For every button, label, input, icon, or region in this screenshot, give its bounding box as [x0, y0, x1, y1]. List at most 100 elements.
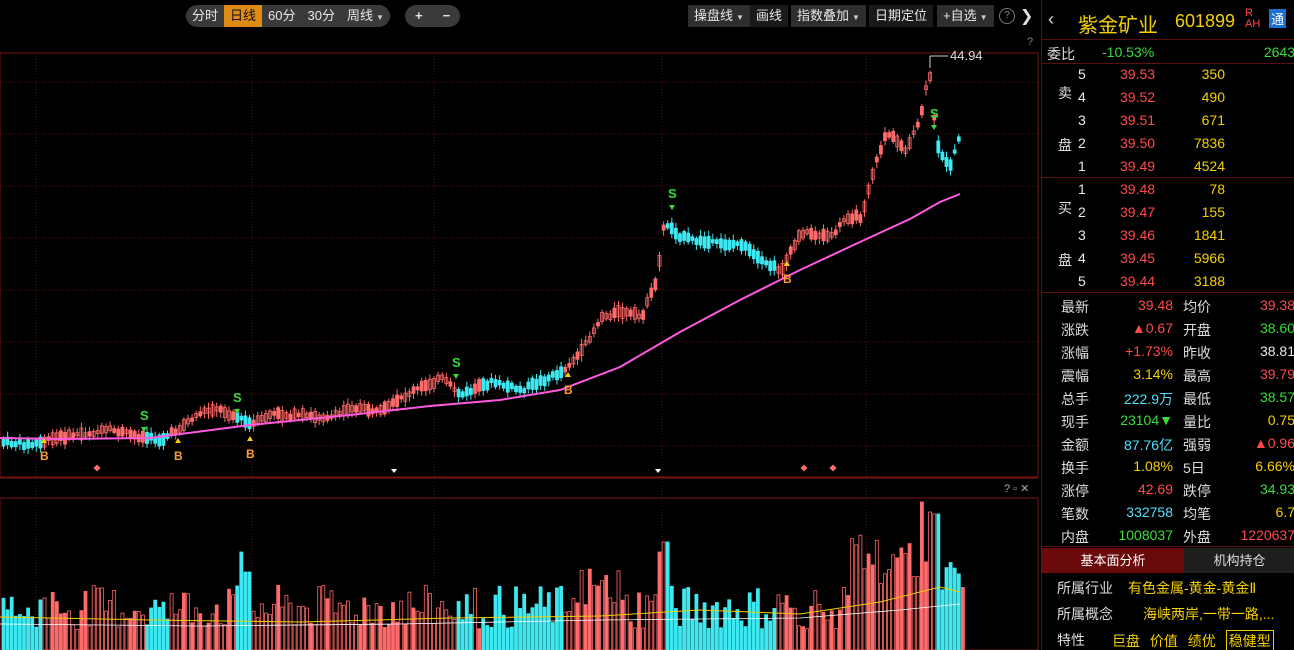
help-icon[interactable]: ? [999, 8, 1015, 24]
sell-order-row[interactable]: 5 39.53 350 [1042, 66, 1294, 86]
candle [534, 378, 539, 390]
candle [612, 307, 617, 319]
feature-tag[interactable]: 稳健型 [1225, 630, 1274, 650]
chart-toolbar: 分时 日线 60分 30分 周线 ▼ + − 操盘线 ▼ 画线 指数叠加 ▼ 日期定位… [0, 0, 1040, 32]
volume-bar [202, 625, 207, 650]
date-locate-button[interactable]: 日期定位 [869, 5, 934, 27]
tab-30min[interactable]: 30分 [307, 8, 335, 23]
feature-tag[interactable]: 绩优 [1187, 633, 1216, 649]
candle [26, 438, 31, 449]
buy-order-row[interactable]: 1 39.48 78 [1042, 181, 1294, 201]
candle [899, 140, 904, 152]
zoom-out-button[interactable]: − [442, 8, 451, 23]
feature-tag[interactable]: 巨盘 [1112, 633, 1140, 649]
candle [633, 307, 637, 320]
candle [108, 425, 112, 431]
tab-fundamental[interactable]: 基本面分析 [1042, 548, 1184, 573]
chevron-left-icon[interactable]: ‹ [1048, 9, 1054, 29]
buy-signal: B [564, 383, 573, 397]
badge-tong[interactable]: 通 [1269, 9, 1287, 28]
volume-bar [838, 609, 842, 650]
volume-bar [563, 611, 568, 650]
volume-bar [247, 571, 252, 650]
buy-order-row[interactable]: 4 39.45 5966 [1042, 250, 1294, 270]
industry-label: 所属行业 [1057, 580, 1113, 596]
quote-label: 现手 [1061, 414, 1089, 430]
draw-line-button[interactable]: 画线 [750, 5, 789, 27]
zoom-in-button[interactable]: + [415, 8, 423, 23]
quote-row: 涨幅 +1.73% 昨收 38.81 [1042, 343, 1294, 363]
tab-60min[interactable]: 60分 [268, 8, 296, 23]
price-panel-frame [0, 52, 1039, 478]
candle [604, 313, 609, 320]
candle [924, 85, 928, 91]
volume-bar [473, 587, 477, 650]
trade-line-button[interactable]: 操盘线 ▼ [688, 5, 750, 27]
volume-bar [440, 600, 445, 650]
candle [509, 382, 514, 390]
volume-bar [805, 628, 809, 650]
candle [268, 410, 272, 419]
tab-weekly[interactable]: 周线 ▼ [341, 5, 390, 27]
buy-order-row[interactable]: 5 39.44 3188 [1042, 273, 1294, 293]
help-icon: ? [1027, 36, 1033, 48]
volume-bar [194, 607, 199, 650]
volume-bar [13, 615, 18, 650]
candle [354, 405, 359, 413]
order-level: 2 [1078, 204, 1086, 220]
sell-order-row[interactable]: 2 39.50 7836 [1042, 135, 1294, 155]
candle [452, 387, 457, 392]
volume-bar [641, 627, 645, 650]
industry-value[interactable]: 有色金属-黄金-黄金Ⅱ [1128, 580, 1257, 596]
chart-grid [0, 52, 1038, 650]
sell-signal: S [140, 408, 149, 423]
feature-tag[interactable]: 价值 [1149, 633, 1178, 649]
candle [186, 418, 190, 425]
kline-chart[interactable]: ? ? ▫ ✕ 44.94 B B B B B S S S S S [0, 32, 1040, 650]
quote-label: 均笔 [1183, 506, 1211, 522]
add-watchlist-button[interactable]: +自选 ▼ [937, 5, 994, 27]
volume-bar [34, 626, 39, 650]
volume-bar [268, 614, 272, 650]
volume-bar [22, 616, 26, 650]
collapse-panel-icon[interactable]: ❯ [1020, 8, 1034, 25]
candle [772, 260, 777, 271]
volume-bar [862, 568, 867, 650]
quote-value: 0.75 [1267, 412, 1294, 428]
candle [391, 398, 395, 407]
tab-intraday[interactable]: 分时 [192, 8, 219, 23]
sell-order-row[interactable]: 4 39.52 490 [1042, 89, 1294, 109]
sell-arrow [453, 374, 459, 379]
volume-bar [551, 622, 555, 650]
volume-bar [91, 585, 96, 650]
candle [395, 394, 400, 407]
tab-institution[interactable]: 机构持仓 [1184, 548, 1294, 573]
candle [747, 243, 752, 257]
badge-ah[interactable]: AH [1245, 18, 1261, 30]
candle [485, 380, 490, 391]
candle [526, 381, 531, 390]
buy-order-row[interactable]: 2 39.47 155 [1042, 204, 1294, 224]
candle [460, 391, 465, 398]
candle [870, 168, 875, 180]
sell-side-label: 盘 [1058, 137, 1072, 153]
concept-value[interactable]: 海峡两岸,一带一路,... [1143, 606, 1275, 622]
tab-daily[interactable]: 日线 [224, 5, 263, 27]
order-volume: 1841 [1193, 227, 1225, 243]
sell-order-row[interactable]: 3 39.51 671 [1042, 112, 1294, 132]
sell-order-row[interactable]: 1 39.49 4524 [1042, 158, 1294, 178]
volume-bar [887, 569, 891, 650]
candle [124, 429, 129, 435]
volume-bar [698, 622, 703, 650]
candle [682, 231, 686, 241]
index-overlay-button[interactable]: 指数叠加 ▼ [791, 5, 866, 27]
buy-order-row[interactable]: 3 39.46 1841 [1042, 227, 1294, 247]
candle [551, 371, 555, 378]
volume-bar [210, 613, 215, 650]
quote-label: 涨幅 [1061, 345, 1089, 361]
candle [690, 236, 695, 241]
candle [235, 412, 240, 423]
volume-bar [9, 596, 14, 650]
candle [727, 239, 732, 251]
volume-bar [866, 553, 871, 650]
